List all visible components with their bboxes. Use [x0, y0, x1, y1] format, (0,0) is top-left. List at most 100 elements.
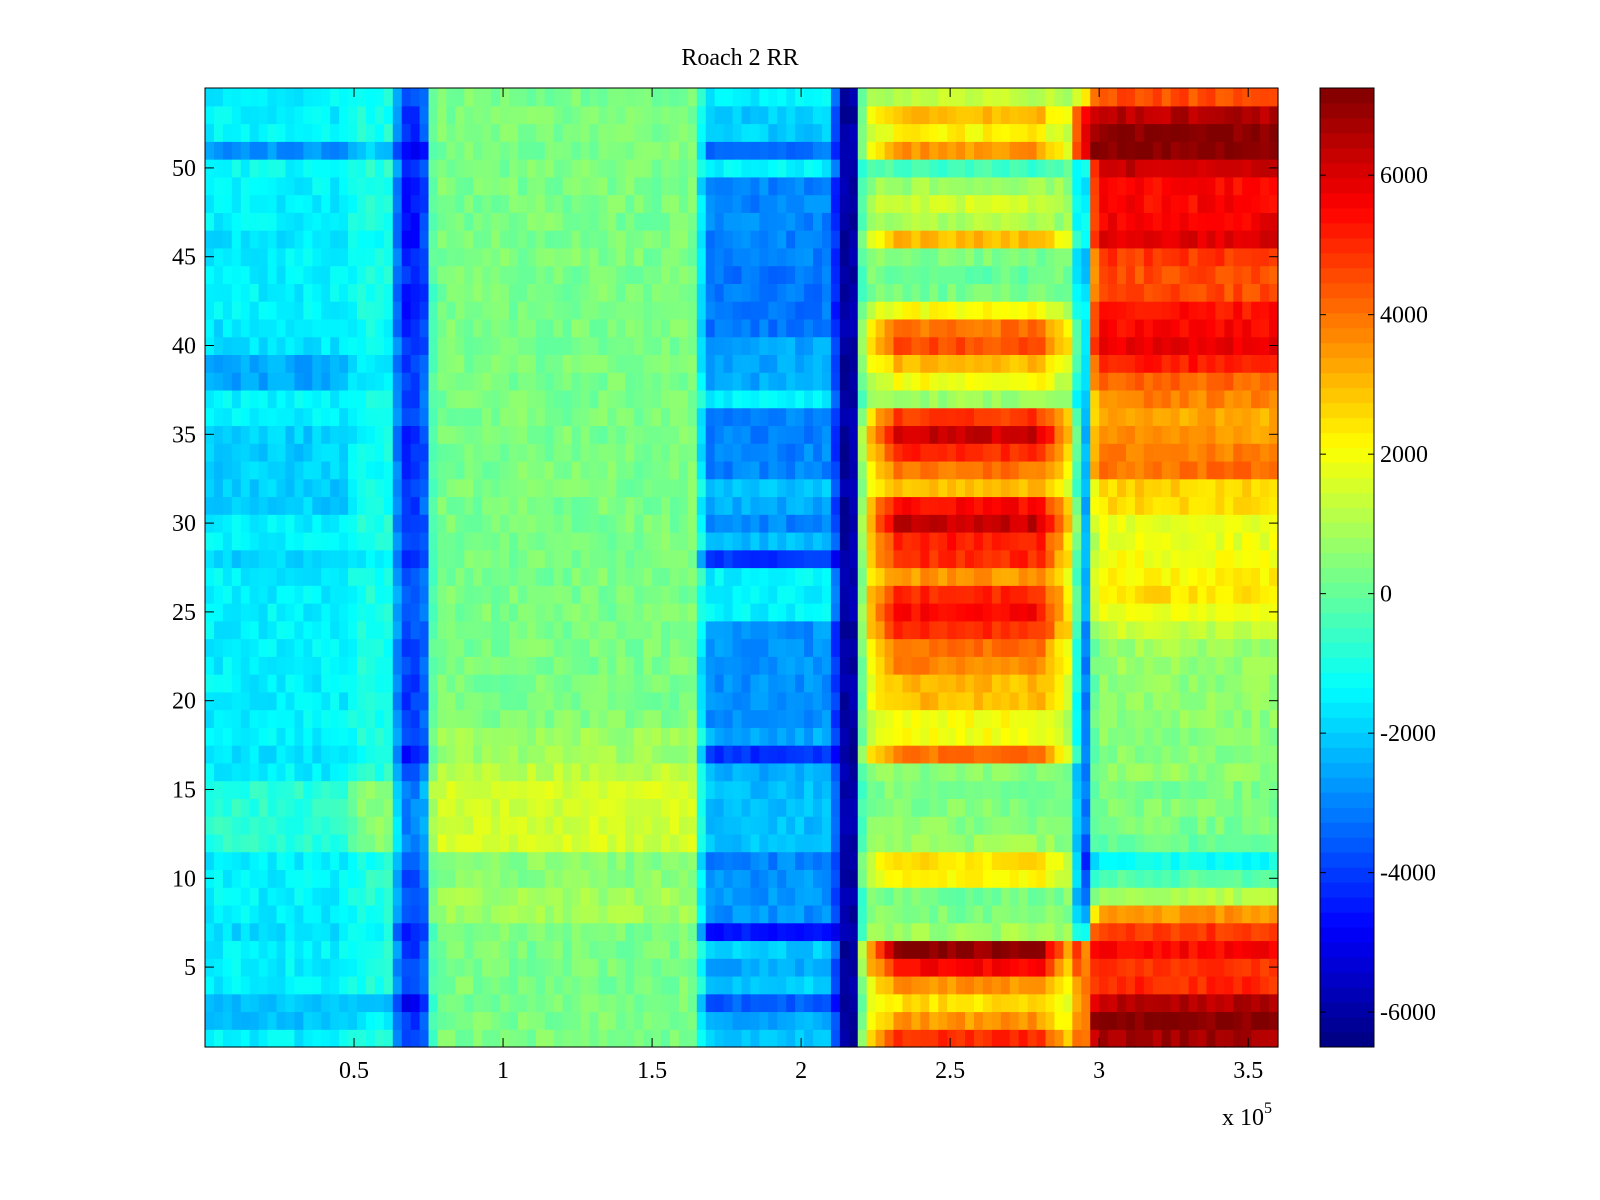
heatmap-cell: [669, 443, 680, 462]
heatmap-cell: [821, 674, 832, 693]
heatmap-cell: [562, 531, 573, 551]
heatmap-cell: [813, 656, 823, 675]
heatmap-cell: [643, 709, 653, 728]
heatmap-cell: [410, 780, 421, 799]
heatmap-cell: [249, 887, 260, 906]
heatmap-cell: [839, 727, 850, 746]
heatmap-cell: [643, 745, 653, 764]
heatmap-cell: [768, 798, 778, 817]
heatmap-cell: [911, 425, 921, 444]
heatmap-cell: [267, 1029, 278, 1048]
heatmap-cell: [1206, 1011, 1217, 1030]
heatmap-cell: [365, 389, 376, 409]
heatmap-cell: [795, 922, 805, 942]
heatmap-cell: [821, 833, 832, 853]
heatmap-cell: [714, 638, 725, 657]
heatmap-cell: [374, 798, 385, 817]
heatmap-cell: [1251, 336, 1261, 355]
heatmap-cell: [1125, 638, 1136, 657]
heatmap-cell: [1081, 851, 1091, 871]
heatmap-cell: [768, 301, 778, 320]
heatmap-cell: [374, 940, 385, 959]
heatmap-cell: [562, 727, 573, 746]
heatmap-cell: [303, 993, 313, 1013]
heatmap-cell: [839, 762, 850, 782]
heatmap-cell: [634, 1029, 644, 1048]
heatmap-cell: [365, 887, 376, 906]
heatmap-cell: [500, 922, 510, 942]
heatmap-cell: [777, 798, 787, 817]
heatmap-cell: [652, 958, 662, 977]
heatmap-cell: [348, 407, 358, 427]
heatmap-cell: [598, 993, 608, 1013]
heatmap-cell: [205, 674, 215, 693]
heatmap-cell: [1045, 318, 1056, 338]
heatmap-cell: [500, 887, 510, 906]
heatmap-cell: [1009, 496, 1020, 515]
heatmap-cell: [804, 674, 814, 693]
heatmap-cell: [1260, 674, 1270, 693]
heatmap-cell: [589, 816, 600, 835]
heatmap-cell: [1197, 940, 1208, 959]
heatmap-cell: [517, 940, 528, 959]
heatmap-cell: [661, 531, 671, 551]
heatmap-cell: [473, 1011, 483, 1030]
heatmap-cell: [428, 780, 439, 799]
heatmap-cell: [401, 531, 412, 551]
heatmap-cell: [419, 940, 430, 959]
heatmap-cell: [634, 514, 644, 533]
heatmap-cell: [500, 656, 510, 675]
heatmap-cell: [956, 496, 966, 515]
heatmap-cell: [1152, 975, 1163, 995]
heatmap-cell: [1215, 372, 1225, 391]
heatmap-cell: [464, 833, 474, 853]
heatmap-cell: [526, 958, 537, 977]
heatmap-cell: [500, 496, 510, 515]
heatmap-cell: [1108, 496, 1118, 515]
heatmap-cell: [1197, 496, 1208, 515]
heatmap-cell: [446, 336, 456, 355]
heatmap-cell: [1134, 709, 1145, 728]
heatmap-cell: [705, 940, 716, 959]
heatmap-cell: [383, 443, 394, 462]
heatmap-cell: [276, 318, 287, 338]
heatmap-cell: [419, 514, 430, 533]
heatmap-cell: [821, 336, 832, 355]
heatmap-cell: [661, 851, 671, 871]
heatmap-cell: [884, 389, 895, 409]
heatmap-cell: [884, 478, 895, 498]
heatmap-cell: [1045, 585, 1056, 604]
heatmap-cell: [562, 798, 573, 817]
heatmap-cell: [634, 709, 644, 728]
heatmap-cell: [813, 638, 823, 657]
heatmap-cell: [517, 904, 528, 924]
heatmap-cell: [1197, 762, 1208, 782]
heatmap-cell: [1179, 514, 1190, 533]
heatmap-cell: [213, 603, 224, 622]
heatmap-cell: [240, 762, 251, 782]
heatmap-cell: [437, 638, 448, 657]
heatmap-cell: [294, 727, 304, 746]
heatmap-cell: [589, 425, 600, 444]
heatmap-cell: [1170, 531, 1181, 551]
heatmap-cell: [1081, 478, 1091, 498]
heatmap-cell: [222, 816, 233, 835]
heatmap-cell: [884, 318, 895, 338]
heatmap-cell: [1045, 549, 1056, 569]
heatmap-cell: [1045, 478, 1056, 498]
heatmap-cell: [634, 585, 644, 604]
heatmap-cell: [777, 993, 787, 1013]
heatmap-cell: [1090, 603, 1100, 622]
heatmap-cell: [759, 656, 769, 675]
heatmap-cell: [777, 443, 787, 462]
heatmap-cell: [705, 318, 716, 338]
heatmap-cell: [294, 1011, 304, 1030]
heatmap-cell: [750, 656, 760, 675]
heatmap-cell: [249, 833, 260, 853]
heatmap-cell: [1260, 904, 1270, 924]
heatmap-cell: [973, 585, 984, 604]
heatmap-cell: [813, 798, 823, 817]
heatmap-cell: [258, 869, 269, 888]
heatmap-cell: [285, 478, 296, 498]
heatmap-cell: [1099, 585, 1109, 604]
